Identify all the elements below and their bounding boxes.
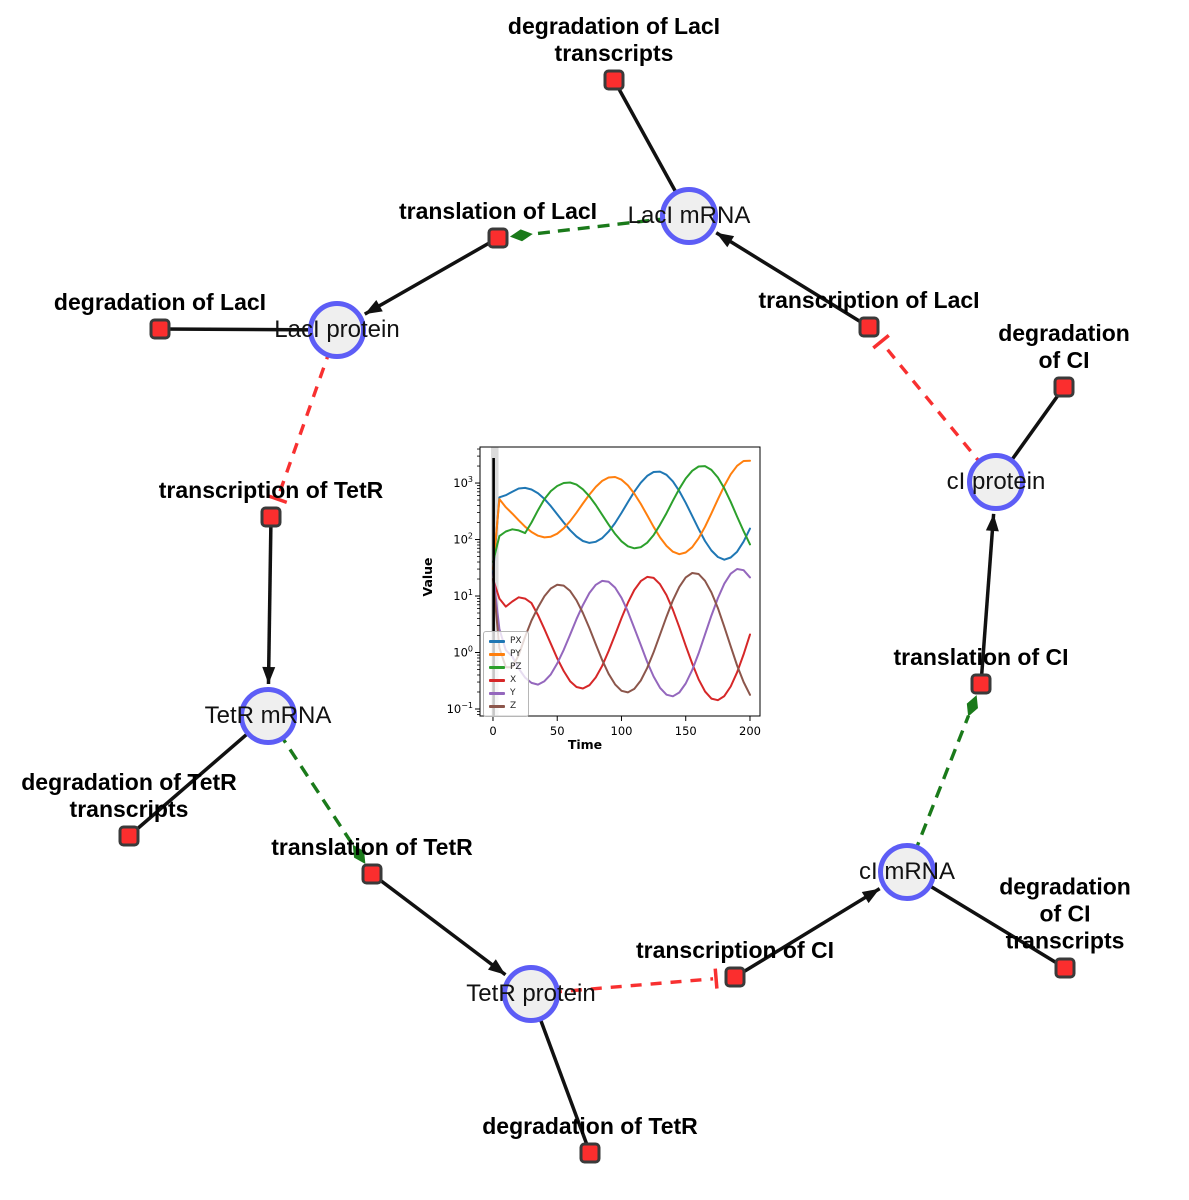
edge-production-transl_ci-ci_protein (979, 513, 996, 685)
edge-inhibition-laci_protein-txn_tetr (276, 329, 339, 497)
series-line-Y (492, 568, 751, 698)
x-tick-label: 0 (489, 724, 496, 738)
legend-line-swatch (489, 640, 505, 643)
legend-series-label-PY: PY (510, 649, 521, 659)
edge-modifier-ci_mrna-transl_ci-diamond-icon (966, 695, 978, 717)
legend-series-label-X: X (510, 675, 517, 685)
reaction-node-deg_ci_tx[interactable] (1054, 957, 1076, 979)
edge-modifier-tetr_mrna-transl_tetr-diamond-icon (352, 844, 366, 864)
series-line-Z (492, 572, 751, 696)
reaction-node-deg_ci[interactable] (1053, 376, 1075, 398)
edge-production-txn_laci-laci_mrna-arrowhead-icon (716, 232, 735, 248)
species-node-tetr_mrna[interactable] (239, 687, 297, 745)
edge-consumption-tetr_mrna-deg_tetr_tx (127, 714, 270, 838)
reaction-node-transl_ci[interactable] (970, 673, 992, 695)
reaction-node-txn_laci[interactable] (858, 316, 880, 338)
legend-line-swatch (489, 666, 505, 669)
y-tick-label: 100 (453, 645, 473, 660)
species-node-ci_mrna[interactable] (878, 843, 936, 901)
reaction-node-transl_laci[interactable] (487, 227, 509, 249)
legend-line-swatch (489, 679, 505, 682)
inset-plot: 103 102 101 100 10−1 0 50 100 150 200 Time Value PX… (415, 425, 795, 770)
edge-production-txn_laci-laci_mrna (715, 231, 870, 329)
edge-consumption-laci_protein-deg_laci (159, 327, 338, 332)
series-line-PZ (492, 465, 751, 563)
edge-production-txn_ci-ci_mrna-arrowhead-icon (861, 888, 880, 904)
legend-row: PY (489, 649, 522, 660)
x-tick-label: 100 (611, 724, 633, 738)
series-line-PX (492, 470, 751, 575)
reaction-node-txn_tetr[interactable] (260, 506, 282, 528)
species-node-ci_protein[interactable] (967, 453, 1025, 511)
reaction-node-transl_tetr[interactable] (361, 863, 383, 885)
legend-row: PX (489, 636, 522, 647)
edge-production-transl_laci-laci_protein (363, 236, 499, 316)
axes-spines (479, 446, 761, 717)
reaction-node-deg_tetr_tx[interactable] (118, 825, 140, 847)
reaction-node-deg_laci[interactable] (149, 318, 171, 340)
reaction-node-deg_laci_tx[interactable] (603, 69, 625, 91)
legend-series-label-PX: PX (510, 636, 522, 646)
y-tick-label: 103 (453, 475, 473, 490)
plot-legend: PX PY PZ X Y Z (483, 631, 529, 717)
y-axis-title: Value (420, 557, 435, 596)
reaction-node-txn_ci[interactable] (724, 966, 746, 988)
edge-production-txn_ci-ci_mrna (734, 887, 881, 979)
y-tick-label: 10−1 (447, 701, 473, 716)
edge-production-transl_laci-laci_protein-arrowhead-icon (364, 300, 383, 315)
species-node-tetr_protein[interactable] (502, 965, 560, 1023)
y-tick-label: 101 (453, 588, 473, 603)
species-node-laci_protein[interactable] (308, 301, 366, 359)
edge-inhibition-laci_protein-txn_tetr-tee-icon (267, 494, 288, 505)
edge-production-txn_tetr-tetr_mrna (266, 516, 273, 685)
legend-line-swatch (489, 653, 505, 656)
legend-series-label-Y: Y (510, 688, 516, 698)
edge-production-transl_tetr-tetr_protein-arrowhead-icon (487, 959, 506, 975)
x-tick-label: 200 (739, 724, 761, 738)
legend-row: Y (489, 688, 522, 699)
edge-inhibition-ci_protein-txn_laci-tee-icon (872, 334, 890, 350)
series-line-PY (492, 459, 751, 571)
edge-inhibition-tetr_protein-txn_ci-tee-icon (713, 968, 719, 989)
edge-consumption-ci_mrna-deg_ci_tx (906, 870, 1066, 970)
edge-production-txn_tetr-tetr_mrna-arrowhead-icon (262, 666, 276, 685)
edge-production-transl_ci-ci_protein-arrowhead-icon (985, 513, 999, 532)
plot-axes: 103 102 101 100 10−1 0 50 100 150 200 Time Value (420, 446, 761, 752)
legend-series-label-PZ: PZ (510, 662, 522, 672)
x-axis-title: Time (568, 737, 602, 752)
edge-modifier-laci_mrna-transl_laci-diamond-icon (509, 229, 533, 242)
legend-line-swatch (489, 692, 505, 695)
legend-line-swatch (489, 705, 505, 708)
edge-inhibition-tetr_protein-txn_ci (530, 977, 714, 996)
legend-row: Z (489, 701, 522, 712)
y-tick-label: 102 (453, 532, 473, 547)
x-tick-label: 50 (550, 724, 565, 738)
legend-row: X (489, 675, 522, 686)
species-node-laci_mrna[interactable] (660, 187, 718, 245)
reaction-node-deg_tetr[interactable] (579, 1142, 601, 1164)
edge-production-transl_tetr-tetr_protein (370, 872, 507, 977)
x-tick-label: 150 (675, 724, 697, 738)
legend-series-label-Z: Z (510, 701, 517, 711)
legend-row: PZ (489, 662, 522, 673)
